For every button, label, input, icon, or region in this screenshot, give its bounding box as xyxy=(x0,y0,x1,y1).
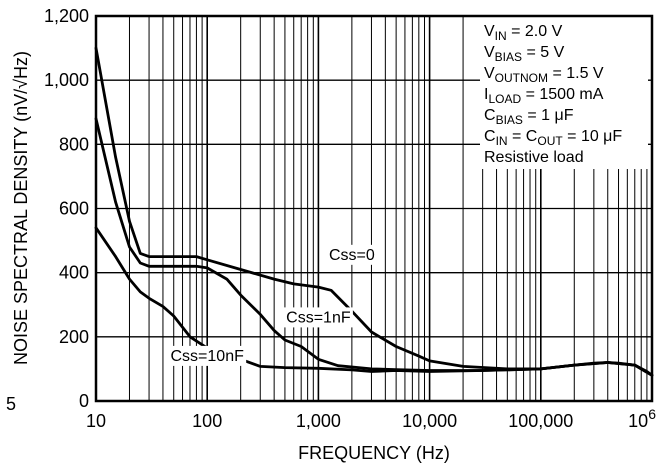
series-label: Css=0 xyxy=(329,247,375,264)
series-label: Css=10nF xyxy=(171,348,245,365)
series-line-2 xyxy=(94,226,654,377)
series-labels: Css=0 Css=1nF Css=10nF xyxy=(168,244,378,366)
grid xyxy=(96,16,652,401)
series-label-background xyxy=(283,307,353,328)
side-mark: 5 xyxy=(6,394,16,414)
x-tick-label: 100 xyxy=(192,411,222,431)
x-axis-label: FREQUENCY (Hz) xyxy=(298,443,450,463)
conditions-box-background xyxy=(480,16,648,169)
tick-labels: 10 100 1,000 10,000 100,000 106 0 200 400 600 800 1… xyxy=(44,6,656,431)
plot-frame xyxy=(94,14,654,403)
x-tick-label: 10 xyxy=(86,411,106,431)
y-tick-label: 600 xyxy=(59,199,89,219)
y-tick-label: 1,200 xyxy=(44,6,89,26)
x-tick-label: 106 xyxy=(628,406,656,431)
x-tick-label: 1,000 xyxy=(296,411,341,431)
condition-line: VBIAS = 5 V xyxy=(484,44,565,64)
y-tick-label: 1,000 xyxy=(44,70,89,90)
y-axis-label: NOISE SPECTRAL DENSITY (nV/√Hz) xyxy=(11,51,31,365)
series-label: Css=1nF xyxy=(286,309,351,326)
condition-line: ILOAD = 1500 mA xyxy=(484,86,604,106)
condition-line: VOUTNOM = 1.5 V xyxy=(484,65,604,85)
y-tick-label: 400 xyxy=(59,263,89,283)
y-tick-label: 800 xyxy=(59,134,89,154)
condition-line: Resistive load xyxy=(484,149,584,166)
condition-line: VIN = 2.0 V xyxy=(484,23,563,43)
condition-line: CBIAS = 1 μF xyxy=(484,107,574,127)
series-label-background xyxy=(326,244,378,265)
series-lines xyxy=(94,46,654,377)
x-tick-label: 10,000 xyxy=(402,411,457,431)
y-tick-label: 200 xyxy=(59,327,89,347)
x-tick-label: 100,000 xyxy=(508,411,573,431)
series-label-background xyxy=(168,345,247,366)
condition-line: CIN = COUT = 10 μF xyxy=(484,128,622,148)
y-tick-label: 0 xyxy=(79,391,89,411)
